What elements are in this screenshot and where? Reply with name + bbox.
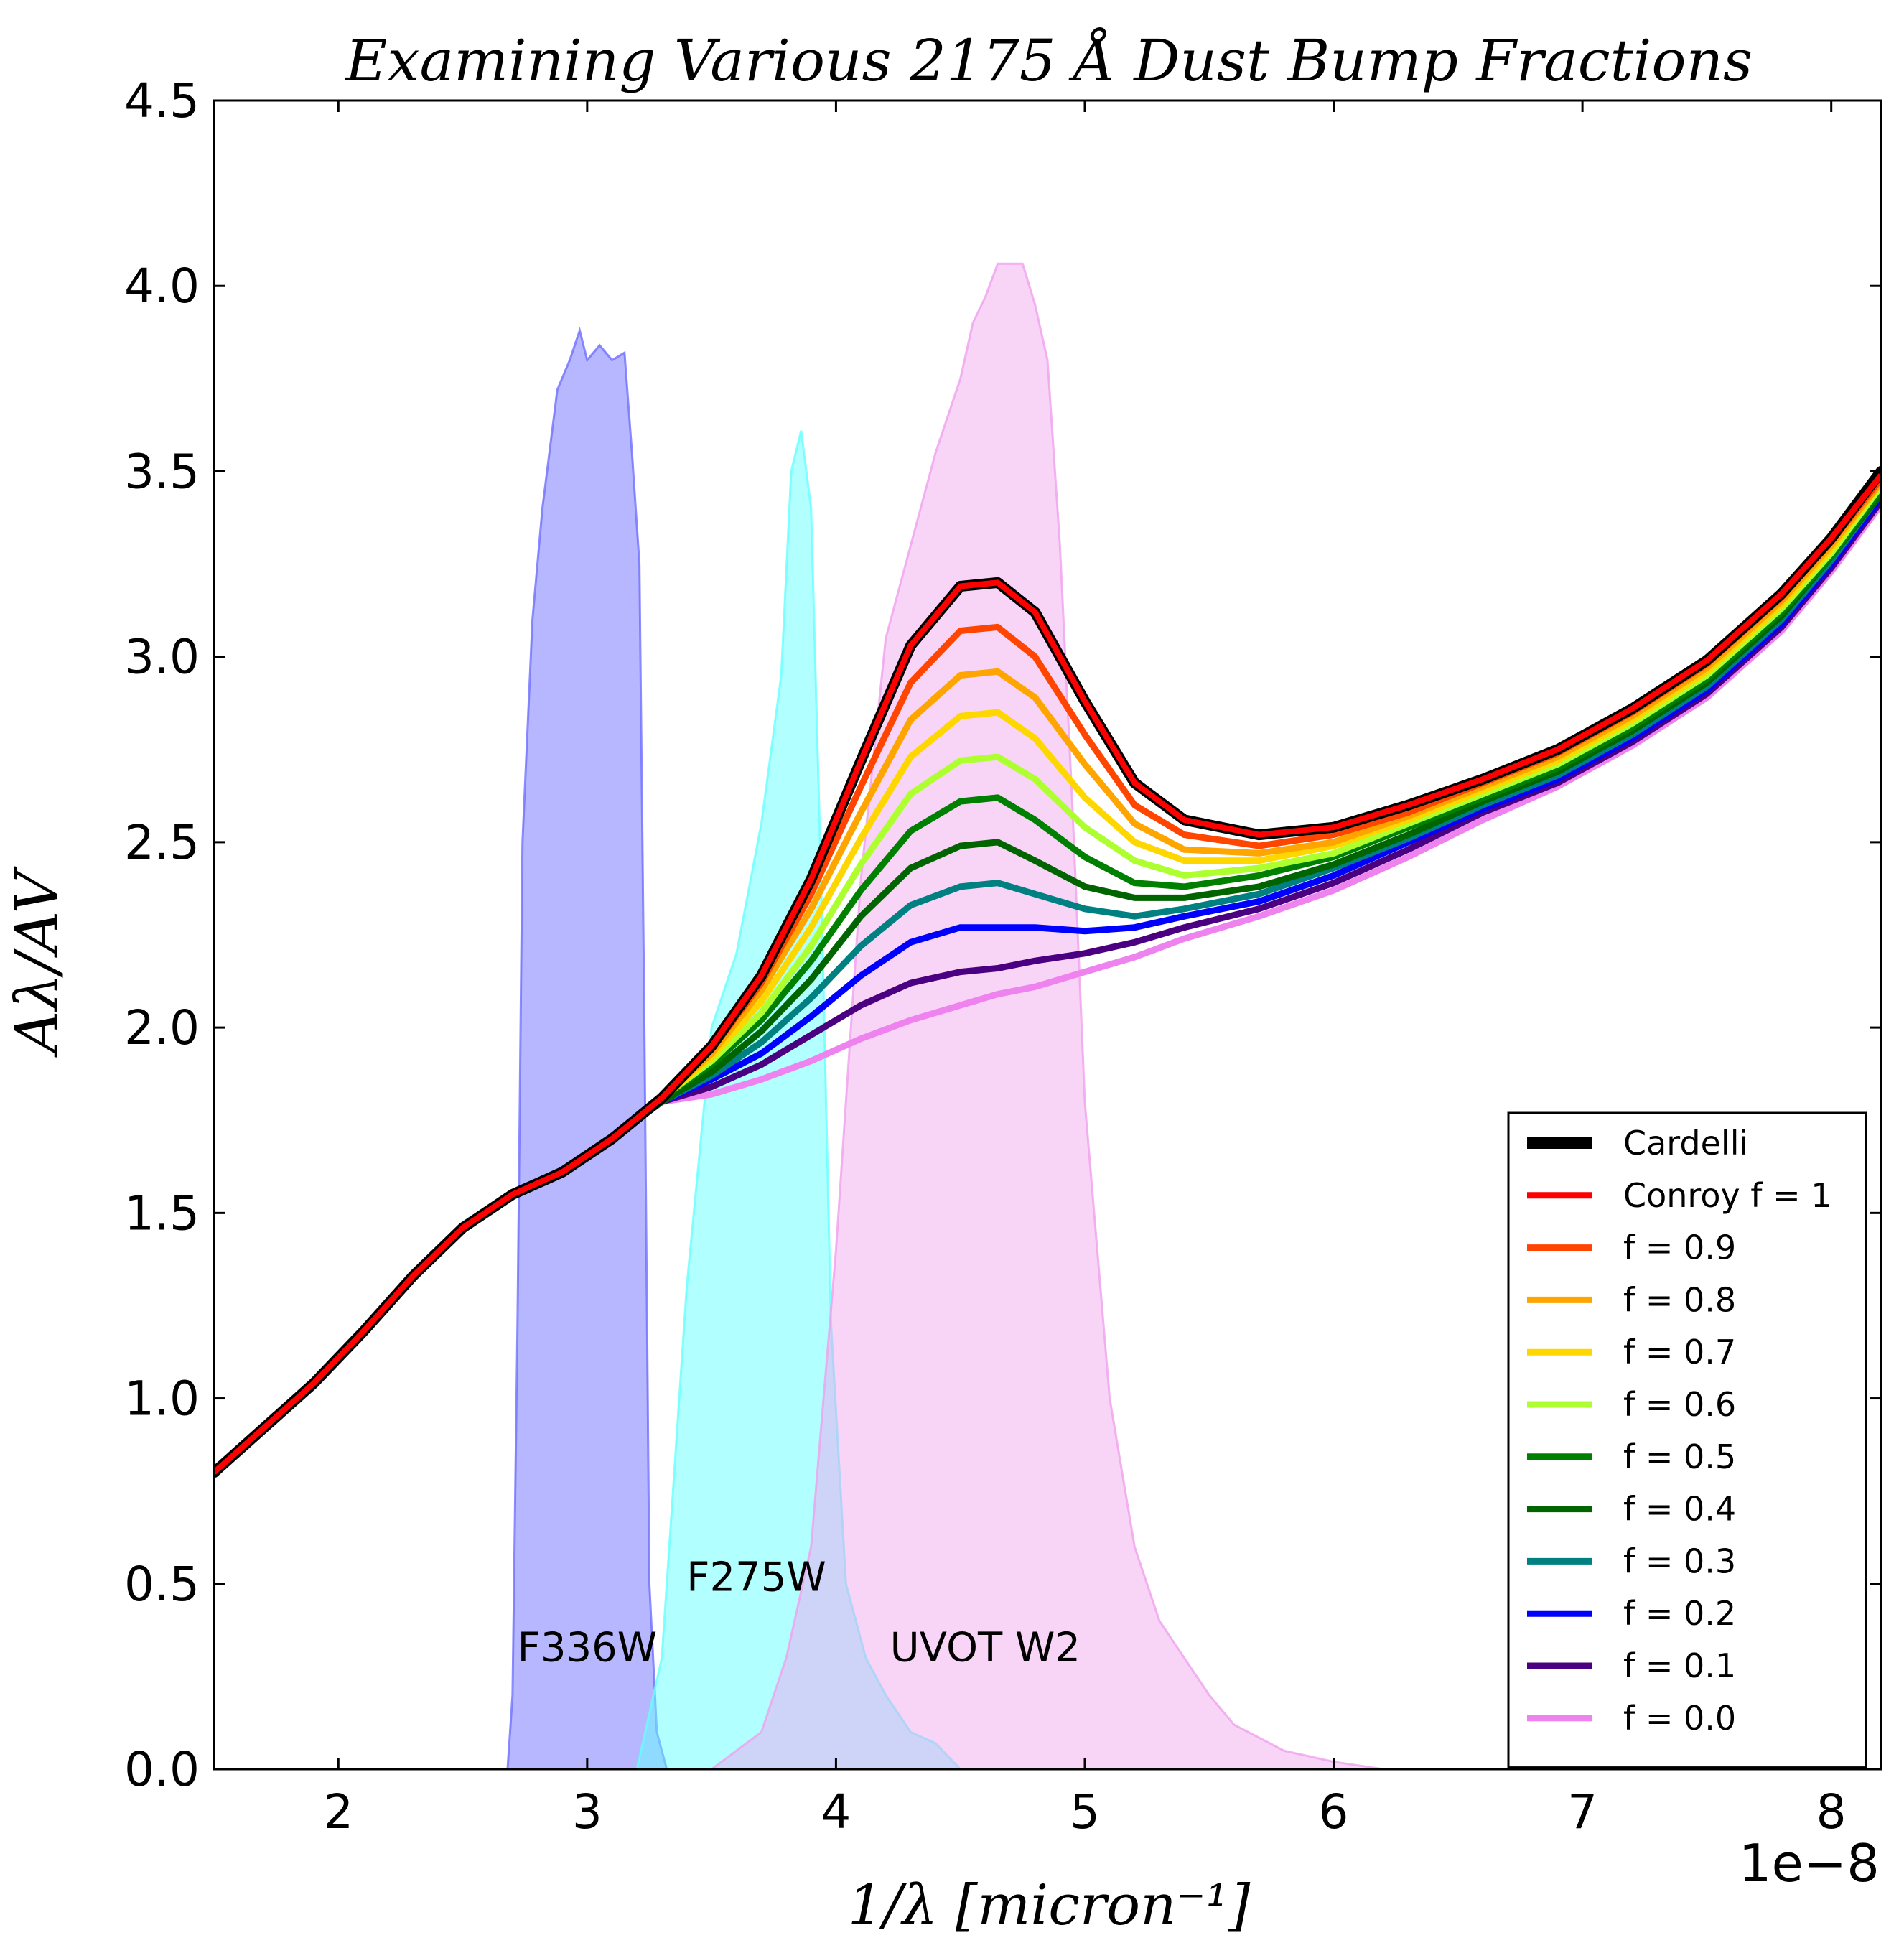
- legend-entry: f = 0.1: [1623, 1646, 1736, 1685]
- y-tick-label: 2.5: [124, 815, 200, 870]
- legend-entry: f = 0.6: [1623, 1385, 1736, 1424]
- legend-entry: f = 0.5: [1623, 1437, 1736, 1476]
- legend-entry: f = 0.2: [1623, 1594, 1736, 1633]
- y-tick-label: 0.5: [124, 1557, 200, 1612]
- legend-entry: f = 0.9: [1623, 1229, 1736, 1267]
- filter-band-uvot-w2: [709, 262, 1384, 1769]
- y-tick-label: 1.5: [124, 1185, 200, 1241]
- legend-entry: f = 0.3: [1623, 1542, 1736, 1580]
- x-tick-label: 8: [1816, 1784, 1847, 1840]
- y-axis-label: Aλ/AV: [4, 866, 72, 1058]
- y-axis-ticks: 0.0 0.5 1.0 1.5 2.0 2.5 3.0 3.5 4.0 4.5: [124, 73, 1881, 1797]
- legend-entry: f = 0.8: [1623, 1280, 1736, 1319]
- legend-entry: Conroy f = 1: [1623, 1176, 1832, 1215]
- legend-entry: f = 0.7: [1623, 1333, 1736, 1371]
- filter-label-f336w: F336W: [518, 1625, 657, 1672]
- x-tick-label: 7: [1567, 1784, 1597, 1840]
- x-tick-label: 5: [1070, 1784, 1100, 1840]
- legend-entry: f = 0.0: [1623, 1699, 1736, 1738]
- filter-label-uvot-w2: UVOT W2: [890, 1625, 1081, 1672]
- y-tick-label: 1.0: [124, 1371, 200, 1427]
- x-tick-label: 2: [323, 1784, 353, 1840]
- y-tick-label: 3.0: [124, 630, 200, 685]
- y-tick-label: 3.5: [124, 444, 200, 499]
- x-axis-ticks: 2 3 4 5 6 7 8: [323, 101, 1847, 1840]
- legend-entry: f = 0.4: [1623, 1490, 1736, 1529]
- filter-band-f275w: [635, 430, 962, 1769]
- x-axis-label: 1/λ [micron⁻¹]: [848, 1873, 1251, 1938]
- legend: Cardelli Conroy f = 1 f = 0.9 f = 0.8 f = 0.…: [1507, 1111, 1867, 1769]
- y-tick-label: 4.5: [124, 73, 200, 129]
- extinction-curves: [214, 465, 1881, 1478]
- filter-bands: [506, 262, 1384, 1769]
- legend-entry: Cardelli: [1623, 1124, 1748, 1162]
- x-tick-label: 6: [1319, 1784, 1349, 1840]
- plot-frame: [213, 99, 1882, 1771]
- series-line-conroy-overlay: [214, 473, 1881, 1475]
- x-tick-label: 3: [572, 1784, 602, 1840]
- x-tick-label: 4: [821, 1784, 851, 1840]
- y-tick-label: 2.0: [124, 1000, 200, 1055]
- y-tick-label: 4.0: [124, 258, 200, 314]
- y-tick-label: 0.0: [124, 1742, 200, 1797]
- filter-band-f336w: [506, 326, 668, 1769]
- filter-band-labels: F336W F275W UVOT W2: [518, 1554, 1081, 1671]
- filter-label-f275w: F275W: [686, 1554, 826, 1600]
- chart-title: Examining Various 2175 Å Dust Bump Fract…: [344, 27, 1753, 94]
- x-axis-offset-label: 1e−8: [1739, 1833, 1880, 1893]
- legend-box: [1507, 1111, 1867, 1769]
